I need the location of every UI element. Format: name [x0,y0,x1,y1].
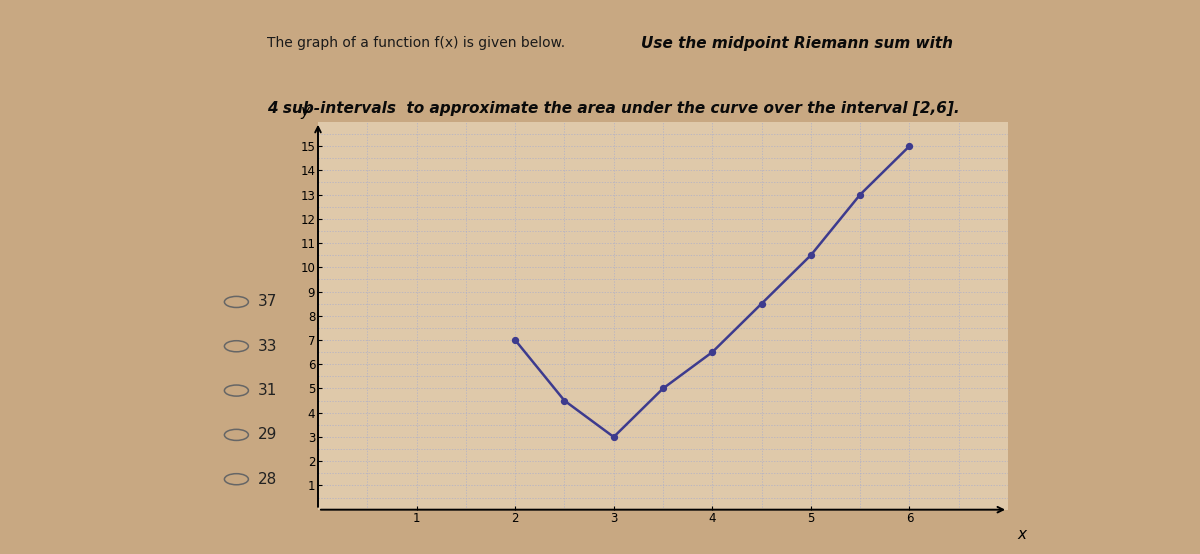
Point [653,384,672,393]
Text: 37: 37 [258,294,277,310]
Text: 4 sub-intervals  to approximate the area under the curve over the interval [2,6]: 4 sub-intervals to approximate the area … [268,101,960,116]
Text: x: x [1018,527,1027,542]
Text: 28: 28 [258,471,277,487]
Point [505,336,524,345]
Text: 31: 31 [258,383,277,398]
Point [752,299,772,308]
Point [802,251,821,260]
Point [851,190,870,199]
Point [703,348,722,357]
Text: y: y [300,105,310,120]
Text: The graph of a function f(x) is given below.: The graph of a function f(x) is given be… [268,36,574,50]
Text: 29: 29 [258,427,277,443]
Point [900,142,919,151]
Point [604,433,623,442]
Point [554,396,574,405]
Text: 33: 33 [258,338,277,354]
Text: Use the midpoint Riemann sum with: Use the midpoint Riemann sum with [641,36,953,51]
